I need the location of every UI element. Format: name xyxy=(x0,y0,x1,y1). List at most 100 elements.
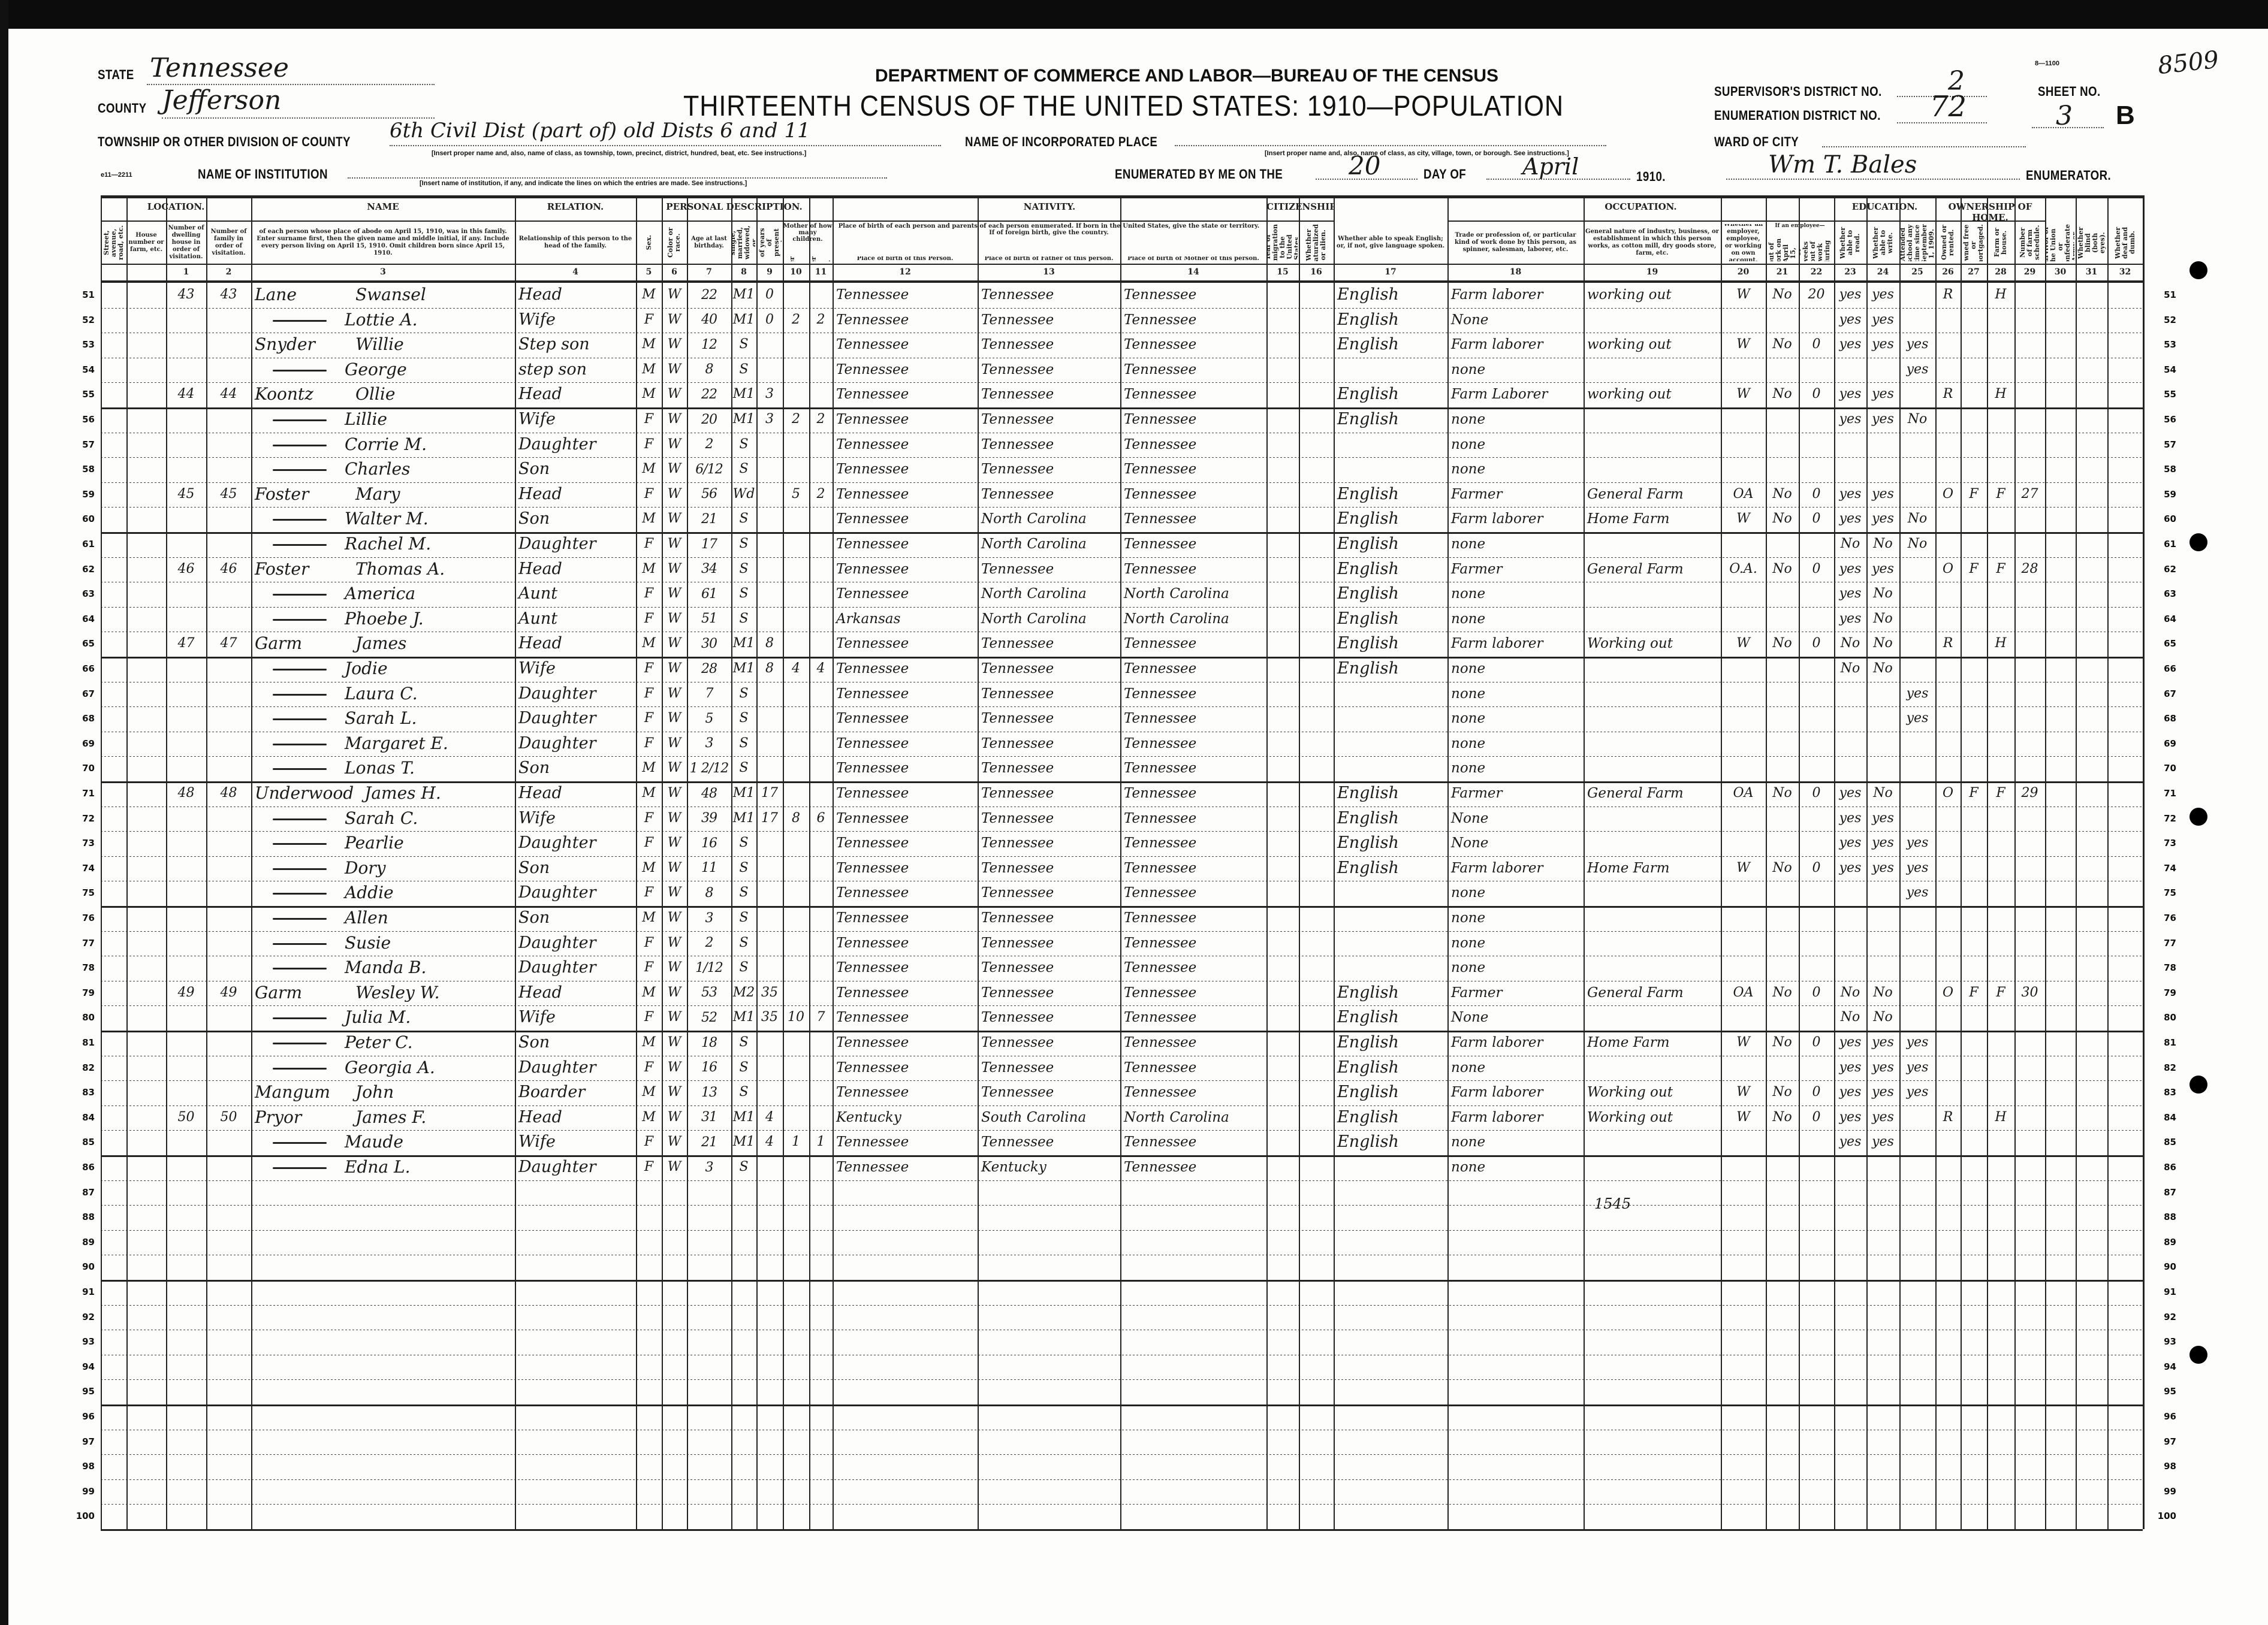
table-row[interactable]: Daughter F W 1/12 S Tennessee Tennessee Tenness… xyxy=(101,956,2143,981)
column-rule xyxy=(206,195,207,1529)
table-row[interactable]: Son M W 21 S Tennessee North Carolina Tennessee… xyxy=(101,507,2143,532)
table-row[interactable]: 50 50 Head M W 31 M1 4 Kentucky South Carolina Nor… xyxy=(101,1106,2143,1131)
group-header-occupation: OCCUPATION. xyxy=(1605,201,1677,212)
cell-school: yes xyxy=(1906,1035,1929,1050)
cell-marital: S xyxy=(739,586,749,602)
cell-color: W xyxy=(667,1010,681,1025)
cell-relation: Head xyxy=(518,983,562,1002)
surname: Mangum xyxy=(255,1082,330,1103)
line-number-left: 56 xyxy=(82,414,95,425)
line-number-left: 67 xyxy=(82,688,95,699)
table-row[interactable]: step son M W 8 S Tennessee Tennessee Tennessee n… xyxy=(101,358,2143,383)
row-rule xyxy=(101,1230,2143,1231)
line-number-right: 72 xyxy=(2164,813,2176,824)
cell-bp: Tennessee xyxy=(836,661,909,676)
table-row[interactable]: Step son M W 12 S Tennessee Tennessee Tennessee… xyxy=(101,333,2143,358)
table-row[interactable]: Daughter F W 2 S Tennessee Tennessee Tennessee n… xyxy=(101,931,2143,956)
table-row[interactable]: Wife F W 20 M1 3 2 2 Tennessee Tennessee Tennessee… xyxy=(101,407,2143,433)
cell-mbp: Tennessee xyxy=(1124,685,1197,702)
cell-trade: none xyxy=(1451,711,1486,727)
cell-fbp: Tennessee xyxy=(981,1035,1054,1050)
table-row[interactable]: Son M W 11 S Tennessee Tennessee Tennessee Engli… xyxy=(101,856,2143,881)
cell-mbp: Tennessee xyxy=(1124,735,1197,751)
row-rule xyxy=(101,606,2143,608)
table-row[interactable]: Daughter F W 2 S Tennessee Tennessee Tennessee n… xyxy=(101,433,2143,458)
cell-marital: M2 xyxy=(732,984,755,1000)
cell-born: 1 xyxy=(792,1134,800,1150)
employee-note: If an employee— xyxy=(1775,223,1825,229)
cell-out: No xyxy=(1772,1109,1792,1125)
column-header-text: Farm or house. xyxy=(1993,228,2008,258)
column-header-text: Whether able to read. xyxy=(1839,226,1861,259)
cell-free: F xyxy=(1969,486,1979,502)
cell-emp: OA xyxy=(1733,486,1754,502)
table-row[interactable]: Wife F W 40 M1 0 2 2 Tennessee Tennessee Tennessee… xyxy=(101,308,2143,333)
table-row[interactable]: Wife F W 21 M1 4 1 1 Tennessee Tennessee Tennessee… xyxy=(101,1130,2143,1155)
surname: Foster xyxy=(255,558,309,579)
cell-bp: Tennessee xyxy=(836,935,909,951)
table-row[interactable]: Boarder M W 13 S Tennessee Tennessee Tennessee E… xyxy=(101,1080,2143,1106)
line-number-right: 73 xyxy=(2164,838,2176,849)
cell-fbp: Tennessee xyxy=(981,486,1054,502)
group-rule xyxy=(101,221,251,222)
table-row[interactable]: Wife F W 28 M1 8 4 4 Tennessee Tennessee Tennessee… xyxy=(101,657,2143,682)
table-row[interactable]: 46 46 Head M W 34 S Tennessee Tennessee Tennessee… xyxy=(101,557,2143,582)
table-row[interactable]: 44 44 Head M W 22 M1 3 Tennessee Tennessee Tenness… xyxy=(101,382,2143,407)
table-row[interactable]: 47 47 Head M W 30 M1 8 Tennessee Tennessee Tenness… xyxy=(101,632,2143,657)
table-row[interactable]: Daughter F W 5 S Tennessee Tennessee Tennessee n… xyxy=(101,706,2143,732)
cell-mbp: Tennessee xyxy=(1124,361,1197,377)
column-rule xyxy=(2076,195,2077,1529)
column-header-text: Number of years of present marriage. xyxy=(758,224,782,261)
punch-hole xyxy=(2189,533,2207,551)
line-number-left: 99 xyxy=(82,1485,95,1497)
cell-marital: M1 xyxy=(732,810,755,826)
table-row[interactable]: Daughter F W 7 S Tennessee Tennessee Tennessee n… xyxy=(101,682,2143,707)
line-number-left: 85 xyxy=(82,1137,95,1148)
table-row[interactable]: Son M W 6/12 S Tennessee Tennessee Tennessee non… xyxy=(101,457,2143,482)
table-row[interactable]: 43 43 Head M W 22 M1 0 Tennessee Tennessee Tenness… xyxy=(101,283,2143,308)
cell-free: F xyxy=(1969,561,1979,576)
column-header-natur: Whether naturalized or alien. xyxy=(1300,224,1332,261)
scan-border-left xyxy=(0,0,8,1625)
table-row[interactable]: Wife F W 52 M1 35 10 7 Tennessee Tennessee Tenness… xyxy=(101,1005,2143,1031)
cell-write: yes xyxy=(1872,1134,1894,1150)
table-row[interactable]: Aunt F W 51 S Arkansas North Carolina North Car… xyxy=(101,607,2143,632)
table-row[interactable]: 45 45 Head F W 56 Wd 5 2 Tennessee Tennessee Tennes… xyxy=(101,482,2143,508)
cell-owned: O xyxy=(1942,561,1954,576)
table-row[interactable]: Son M W 3 S Tennessee Tennessee Tennessee none Al… xyxy=(101,906,2143,931)
table-row[interactable]: Daughter F W 3 S Tennessee Kentucky Tennessee no… xyxy=(101,1155,2143,1180)
cell-color: W xyxy=(667,860,681,875)
line-number-left: 94 xyxy=(82,1361,95,1372)
line-number-left: 98 xyxy=(82,1461,95,1472)
column-rule xyxy=(636,195,637,1529)
cell-fbp: Tennessee xyxy=(981,711,1054,727)
column-number: 25 xyxy=(1911,267,1923,277)
column-header-name: of each person whose place of abode on A… xyxy=(252,224,514,261)
cell-trade: none xyxy=(1451,1059,1486,1076)
column-rule xyxy=(1766,195,1767,1529)
cell-industry: Working out xyxy=(1587,1109,1673,1125)
township-line xyxy=(390,145,941,146)
ditto-mark xyxy=(273,1017,327,1020)
cell-weeks: 0 xyxy=(1812,1109,1821,1125)
table-row[interactable]: Daughter F W 16 S Tennessee Tennessee Tennessee… xyxy=(101,1056,2143,1081)
cell-read: yes xyxy=(1839,561,1862,576)
table-row[interactable]: Daughter F W 17 S Tennessee North Carolina Tenn… xyxy=(101,532,2143,557)
table-row[interactable]: 49 49 Head M W 53 M2 35 Tennessee Tennessee Tennes… xyxy=(101,981,2143,1006)
column-header-emp: Whether an employer, employee, or workin… xyxy=(1722,224,1765,261)
cell-color: W xyxy=(667,486,681,502)
table-row[interactable]: 48 48 Head M W 48 M1 17 Tennessee Tennessee Tennes… xyxy=(101,781,2143,807)
table-row[interactable]: Daughter F W 3 S Tennessee Tennessee Tennessee n… xyxy=(101,732,2143,757)
cell-sex: F xyxy=(644,586,654,602)
table-row[interactable]: Wife F W 39 M1 17 8 6 Tennessee Tennessee Tennesse… xyxy=(101,807,2143,832)
table-row[interactable]: Son M W 1 2/12 S Tennessee Tennessee Tennessee n… xyxy=(101,756,2143,781)
table-row[interactable]: Son M W 18 S Tennessee Tennessee Tennessee Engli… xyxy=(101,1031,2143,1056)
cell-mbp: North Carolina xyxy=(1124,586,1229,602)
cell-fbp: Tennessee xyxy=(981,361,1054,377)
cell-trade: none xyxy=(1451,685,1486,702)
table-row[interactable]: Aunt F W 61 S Tennessee North Carolina North Ca… xyxy=(101,582,2143,607)
cell-age: 16 xyxy=(701,1060,717,1076)
cell-years-married: 0 xyxy=(765,312,774,327)
table-row[interactable]: Daughter F W 16 S Tennessee Tennessee Tennessee… xyxy=(101,831,2143,856)
table-row[interactable]: Daughter F W 8 S Tennessee Tennessee Tennessee n… xyxy=(101,881,2143,906)
